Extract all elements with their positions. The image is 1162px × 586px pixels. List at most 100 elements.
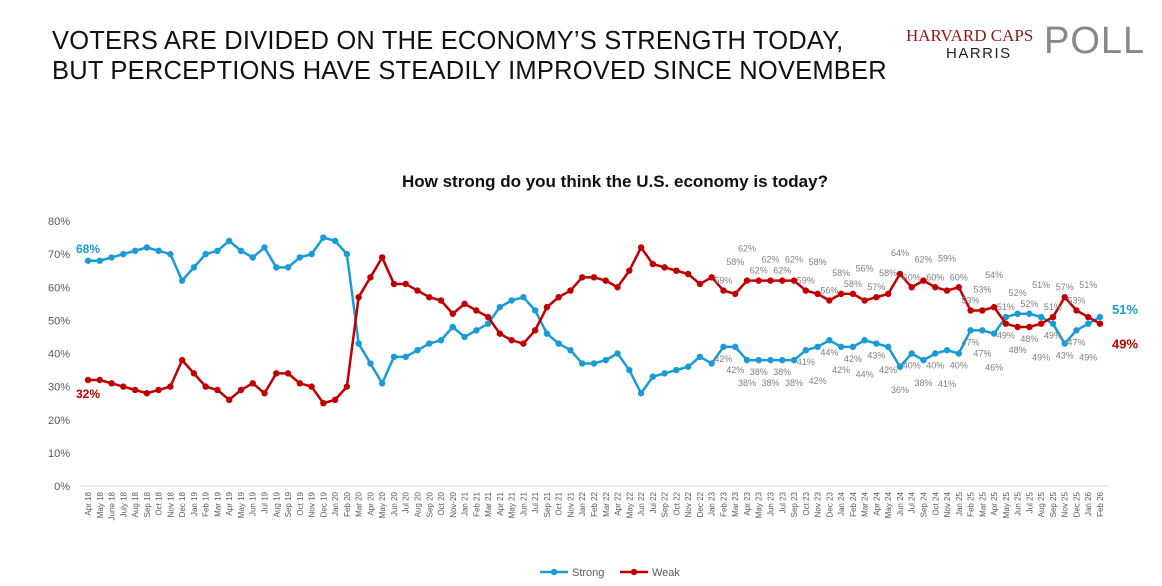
data-point-weak: [673, 267, 680, 274]
data-point-strong: [555, 340, 562, 347]
x-tick-label: Apr 20: [366, 491, 375, 515]
data-point-strong: [378, 380, 386, 387]
x-tick-label: Apr 24: [872, 491, 881, 515]
data-label: 58%: [832, 268, 850, 278]
data-label: 53%: [962, 295, 980, 305]
x-tick-label: May 25: [1002, 491, 1011, 518]
data-point-weak: [790, 277, 798, 284]
data-point-strong: [779, 356, 786, 364]
x-tick-label: May 18: [96, 491, 105, 518]
data-point-weak: [590, 274, 598, 281]
data-point-strong: [1002, 313, 1010, 321]
data-point-weak: [814, 290, 821, 298]
x-tick-label: Jan 25: [955, 491, 964, 516]
last-value-label: 49%: [1112, 337, 1138, 352]
x-tick-label: Feb 21: [472, 491, 481, 516]
data-point-weak: [414, 287, 421, 294]
data-label: 42%: [726, 365, 744, 375]
y-tick-label: 10%: [48, 448, 70, 460]
data-point-strong: [1014, 310, 1021, 317]
data-point-weak: [520, 340, 527, 347]
x-tick-label: Aug 19: [272, 491, 281, 517]
data-label: 60%: [926, 272, 944, 282]
x-tick-label: Nov 18: [166, 491, 175, 517]
data-point-weak: [155, 386, 162, 394]
x-tick-label: Dec 22: [696, 491, 705, 517]
x-tick-label: Jan 21: [461, 491, 470, 516]
data-point-weak: [178, 356, 186, 364]
data-label: 43%: [867, 351, 885, 361]
data-point-strong: [637, 390, 645, 397]
data-label: 48%: [1020, 334, 1038, 344]
data-label: 59%: [797, 276, 815, 286]
data-point-strong: [590, 360, 598, 367]
data-label: 62%: [738, 244, 756, 254]
x-tick-label: Jan 22: [578, 491, 587, 516]
data-label: 49%: [1079, 353, 1097, 363]
data-point-weak: [214, 386, 221, 394]
data-point-weak: [826, 297, 833, 304]
data-label: 52%: [1020, 299, 1038, 309]
x-tick-label: Sep 24: [919, 491, 928, 517]
x-tick-label: Jul 19: [261, 491, 270, 513]
data-point-strong: [1085, 320, 1092, 327]
data-point-weak: [1061, 293, 1068, 301]
y-tick-label: 0%: [54, 481, 70, 493]
data-point-weak: [1037, 320, 1045, 327]
x-tick-label: Jun 21: [519, 491, 528, 516]
data-point-strong: [790, 356, 798, 364]
x-tick-label: Jul 24: [908, 491, 917, 513]
data-point-weak: [720, 287, 727, 294]
x-tick-label: Apr 23: [743, 491, 752, 515]
x-tick-label: Jul 21: [531, 491, 540, 513]
data-point-strong: [767, 356, 774, 364]
data-point-weak: [990, 303, 998, 311]
data-point-strong: [932, 350, 939, 357]
data-label: 47%: [962, 337, 980, 347]
data-label: 47%: [1067, 337, 1085, 347]
data-point-weak: [696, 280, 704, 288]
data-point-strong: [131, 247, 139, 255]
x-tick-label: Feb 24: [849, 491, 858, 516]
data-point-strong: [273, 264, 280, 271]
data-label: 38%: [762, 378, 780, 388]
logo-line-3: POLL: [1044, 20, 1146, 62]
data-point-weak: [461, 300, 468, 308]
data-label: 60%: [950, 272, 968, 282]
data-label: 53%: [973, 284, 991, 294]
data-label: 42%: [844, 354, 862, 364]
x-tick-label: Jul 23: [778, 491, 787, 513]
x-tick-label: Apr 21: [496, 491, 505, 515]
data-label: 38%: [785, 378, 803, 388]
x-tick-label: June 18: [108, 491, 117, 520]
data-point-strong: [484, 320, 492, 327]
data-label: 40%: [950, 361, 968, 371]
data-point-strong: [814, 343, 821, 351]
data-point-strong: [955, 350, 962, 357]
data-point-weak: [1049, 313, 1057, 321]
y-tick-label: 80%: [48, 216, 70, 228]
data-point-strong: [108, 254, 115, 261]
data-point-weak: [226, 396, 233, 404]
data-label: 38%: [738, 378, 756, 388]
x-tick-label: Feb 22: [590, 491, 599, 516]
data-point-weak: [167, 383, 174, 390]
data-point-weak: [96, 376, 103, 384]
data-point-strong: [261, 244, 268, 251]
data-point-weak: [320, 399, 327, 407]
data-point-weak: [508, 337, 515, 344]
data-point-strong: [802, 346, 810, 354]
x-tick-label: Aug 18: [131, 491, 140, 517]
data-point-strong: [649, 373, 657, 380]
data-label: 62%: [785, 255, 803, 265]
data-point-strong: [249, 254, 256, 261]
data-point-strong: [155, 247, 162, 255]
data-point-strong: [343, 250, 351, 258]
x-tick-label: Jun 20: [390, 491, 399, 516]
data-point-weak: [273, 370, 280, 377]
data-point-strong: [755, 356, 762, 364]
data-point-weak: [1002, 320, 1010, 327]
data-point-weak: [120, 383, 127, 390]
data-label: 56%: [856, 264, 874, 274]
data-point-weak: [1096, 320, 1104, 327]
